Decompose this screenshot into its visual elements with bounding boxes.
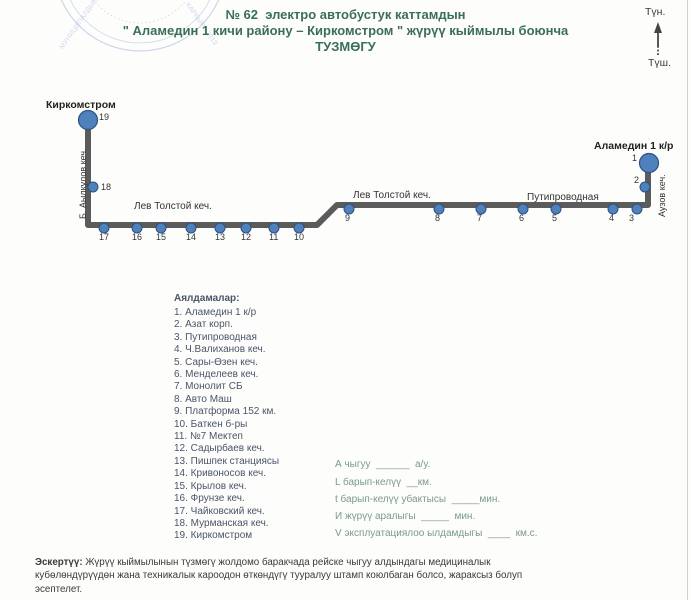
svg-text:9: 9 [345,213,350,223]
svg-text:5: 5 [552,213,557,223]
svg-text:13: 13 [215,232,225,242]
svg-text:7: 7 [477,213,482,223]
svg-text:8: 8 [435,213,440,223]
svg-text:1: 1 [632,153,637,163]
svg-text:15: 15 [156,232,166,242]
svg-text:11: 11 [269,232,278,242]
svg-text:4: 4 [609,213,614,223]
svg-text:10: 10 [294,232,304,242]
svg-text:6: 6 [519,213,524,223]
svg-text:2: 2 [634,175,639,185]
svg-text:12: 12 [241,232,251,242]
svg-text:19: 19 [99,112,109,122]
svg-text:16: 16 [132,232,142,242]
svg-text:14: 14 [186,232,196,242]
svg-text:17: 17 [99,232,109,242]
svg-text:18: 18 [101,182,111,192]
svg-text:3: 3 [629,213,634,223]
